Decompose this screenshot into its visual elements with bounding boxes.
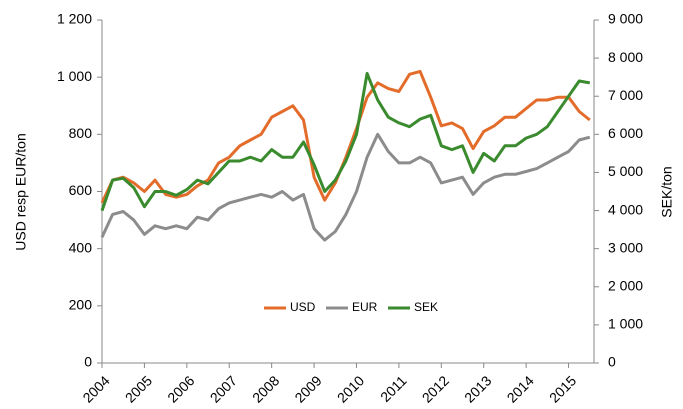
- x-tick-label: 2014: [504, 372, 537, 405]
- series-line: [100, 132, 591, 242]
- legend: USD EUR SEK: [255, 297, 451, 319]
- y2-tick-label: 0: [608, 354, 616, 370]
- x-tick-label: 2005: [122, 372, 155, 405]
- y2-axis-label: SEK/ton: [659, 166, 675, 217]
- y2-tick-label: 1 000: [608, 316, 643, 332]
- x-tick-label: 2007: [207, 372, 240, 405]
- series-line: [100, 69, 591, 204]
- y-tick-label: 1 000: [57, 68, 92, 84]
- legend-label: SEK: [414, 300, 438, 314]
- series-line: [100, 71, 591, 212]
- x-tick-label: 2006: [164, 372, 197, 405]
- y2-tick-label: 9 000: [608, 11, 643, 27]
- x-tick-label: 2013: [461, 372, 494, 405]
- y2-tick-label: 8 000: [608, 49, 643, 65]
- y-tick-label: 0: [84, 354, 92, 370]
- x-tick-label: 2004: [79, 372, 112, 405]
- y2-tick-label: 3 000: [608, 239, 643, 255]
- y2-tick-label: 4 000: [608, 201, 643, 217]
- y-tick-label: 800: [69, 125, 93, 141]
- x-tick-label: 2008: [249, 372, 282, 405]
- x-tick-label: 2011: [377, 372, 410, 405]
- y-tick-label: 400: [69, 239, 93, 255]
- y2-tick-label: 7 000: [608, 87, 643, 103]
- x-tick-label: 2015: [546, 372, 579, 405]
- legend-box: [255, 297, 451, 319]
- y2-tick-label: 2 000: [608, 277, 643, 293]
- y2-tick-label: 6 000: [608, 125, 643, 141]
- y-tick-label: 600: [69, 182, 93, 198]
- x-tick-label: 2009: [291, 372, 324, 405]
- legend-label: EUR: [352, 300, 378, 314]
- x-tick-label: 2010: [334, 372, 367, 405]
- y2-tick-label: 5 000: [608, 163, 643, 179]
- x-tick-label: 2012: [419, 372, 452, 405]
- y-tick-label: 1 200: [57, 11, 92, 27]
- y-tick-label: 200: [69, 297, 93, 313]
- legend-label: USD: [290, 300, 316, 314]
- y-axis-label: USD resp EUR/ton: [13, 133, 29, 250]
